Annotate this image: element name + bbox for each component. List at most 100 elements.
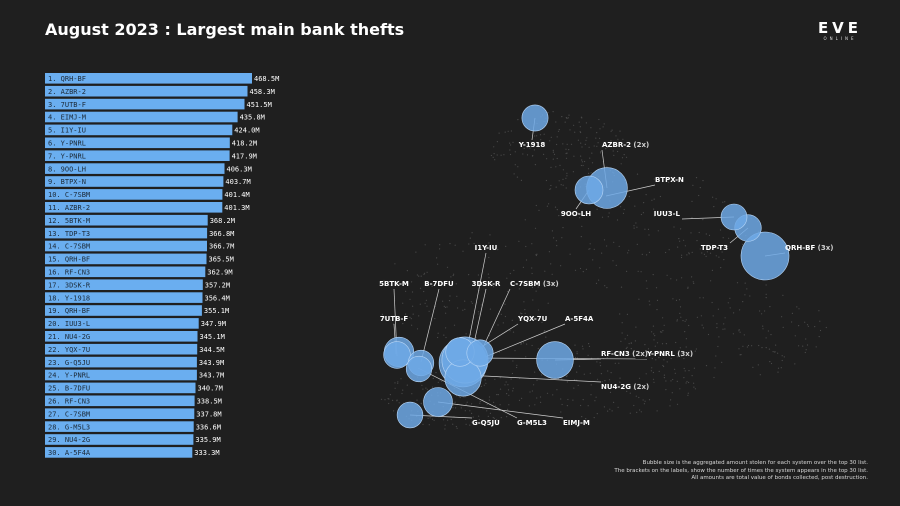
system-label-ypnrl: Y-PNRL (3x) — [646, 350, 693, 358]
bar-value-6: 418.2M — [232, 140, 257, 148]
bar-30 — [45, 447, 193, 458]
bar-label-30: 30. A-5F4A — [48, 449, 91, 457]
bar-15 — [45, 253, 207, 265]
bar-value-7: 417.9M — [232, 152, 257, 160]
logo-main: EVE — [817, 19, 863, 37]
leader-line-i1yiu — [467, 252, 487, 346]
bar-value-17: 357.2M — [205, 281, 230, 289]
system-label-rfcn3: RF-CN3 (2x) — [601, 350, 648, 358]
bar-2 — [45, 85, 248, 97]
bubble-5btkm — [383, 341, 411, 369]
bar-label-1: 1. QRH-BF — [48, 75, 86, 83]
bar-value-27: 337.8M — [196, 410, 221, 418]
bar-label-23: 23. G-Q5JU — [48, 359, 90, 367]
bar-value-12: 368.2M — [210, 217, 235, 225]
bar-value-15: 365.5M — [209, 256, 234, 264]
bar-label-7: 7. Y-PNRL — [48, 152, 86, 160]
bar-value-1: 468.5M — [254, 75, 279, 83]
bar-9 — [45, 176, 224, 187]
system-count-nu42g: (2x) — [631, 383, 649, 391]
system-label-9oolh: 9OO-LH — [561, 210, 591, 218]
system-label-5btkm: 5BTK-M — [379, 280, 409, 288]
system-count-ypnrl: (3x) — [675, 350, 693, 358]
system-label-gq5ju: G-Q5JU — [472, 419, 500, 427]
bar-label-22: 22. YQX-7U — [48, 346, 90, 354]
bar-8 — [45, 163, 225, 174]
bar-label-27: 27. C-7SBM — [48, 410, 90, 418]
bar-26 — [45, 395, 195, 407]
bar-value-29: 335.9M — [195, 436, 220, 444]
bar-value-2: 458.3M — [250, 88, 275, 96]
bar-10 — [45, 189, 223, 200]
bar-19 — [45, 305, 202, 316]
note-line: Bubble size is the aggregated amount sto… — [642, 460, 868, 466]
bar-label-24: 24. Y-PNRL — [48, 372, 90, 380]
system-count-rfcn3: (2x) — [630, 350, 648, 358]
bar-value-10: 401.4M — [224, 191, 249, 199]
bar-value-8: 406.3M — [227, 165, 252, 173]
bar-12 — [45, 214, 208, 226]
bar-label-15: 15. QRH-BF — [48, 256, 90, 264]
system-label-tdpt3: TDP-T3 — [701, 244, 728, 252]
system-label-a5f4a: A-5F4A — [565, 315, 594, 323]
label-layer: Y-1918 AZBR-2 (2x) BTPX-N 9OO-LH IUU3-L TDP-T… — [379, 141, 833, 427]
system-label-y1918: Y-1918 — [518, 141, 546, 149]
system-label-yqx7u: YQX-7U — [517, 315, 548, 323]
bar-value-13: 366.8M — [209, 230, 234, 238]
bubble-eimjm — [423, 387, 453, 417]
bar-value-22: 344.5M — [199, 346, 224, 354]
bar-11 — [45, 202, 223, 213]
bar-label-11: 11. AZBR-2 — [48, 204, 90, 212]
system-count-azbr2: (2x) — [631, 141, 649, 149]
note-line: The brackets on the labels, show the num… — [614, 467, 868, 474]
system-label-c7sbm: C-7SBM (3x) — [510, 280, 559, 288]
bar-label-6: 6. Y-PNRL — [48, 140, 86, 148]
bar-label-19: 19. QRH-BF — [48, 307, 90, 315]
leader-line-eimjm — [437, 401, 564, 419]
system-label-b7dfu: B-7DFU — [424, 280, 454, 288]
bar-value-4: 435.8M — [240, 114, 265, 122]
bar-7 — [45, 150, 230, 161]
bar-value-9: 403.7M — [225, 178, 250, 186]
leader-line-nu42g — [464, 374, 602, 383]
note-line: All amounts are total value of bonds col… — [691, 475, 868, 481]
system-label-nu42g: NU4-2G (2x) — [601, 383, 649, 391]
bar-label-28: 28. G-M5L3 — [48, 423, 90, 431]
bar-1 — [45, 73, 252, 84]
bubble-gq5ju — [396, 401, 424, 429]
bar-label-10: 10. C-7SBM — [48, 191, 90, 199]
system-label-gm5l3: G-M5L3 — [517, 419, 547, 427]
bar-6 — [45, 137, 230, 149]
bar-label-17: 17. 3DSK-R — [48, 281, 91, 289]
bar-value-25: 340.7M — [198, 385, 223, 393]
bubble-rfcn3 — [536, 341, 574, 379]
logo-sub: ONLINE — [823, 36, 857, 41]
bar-value-18: 356.4M — [205, 294, 230, 302]
bar-28 — [45, 421, 194, 432]
system-label-eimjm: EIMJ-M — [563, 419, 590, 427]
system-count-qrhbf: (3x) — [815, 244, 833, 252]
system-label-7utbf: 7UTB-F — [380, 315, 409, 323]
bar-value-3: 451.5M — [247, 101, 272, 109]
bubble-y1918 — [521, 104, 549, 132]
system-label-azbr2: AZBR-2 (2x) — [602, 141, 649, 149]
bar-21 — [45, 331, 198, 342]
bar-value-21: 345.1M — [200, 333, 225, 341]
bubble-iuu3l — [720, 203, 748, 231]
bubble-9oolh — [574, 175, 604, 205]
bar-label-5: 5. I1Y-IU — [48, 127, 86, 135]
bar-value-14: 366.7M — [209, 243, 234, 251]
bubble-3dskr — [466, 339, 494, 367]
eve-online-logo: EVE ONLINE — [812, 20, 868, 42]
bar-value-30: 333.3M — [194, 449, 219, 457]
bar-label-8: 8. 9OO-LH — [48, 165, 86, 173]
bar-20 — [45, 318, 199, 329]
leader-line-b7dfu — [420, 288, 440, 363]
bar-25 — [45, 382, 196, 394]
bar-16 — [45, 266, 206, 278]
bar-label-21: 21. NU4-2G — [48, 333, 90, 341]
bar-label-26: 26. RF-CN3 — [48, 398, 90, 406]
bar-5 — [45, 124, 233, 136]
